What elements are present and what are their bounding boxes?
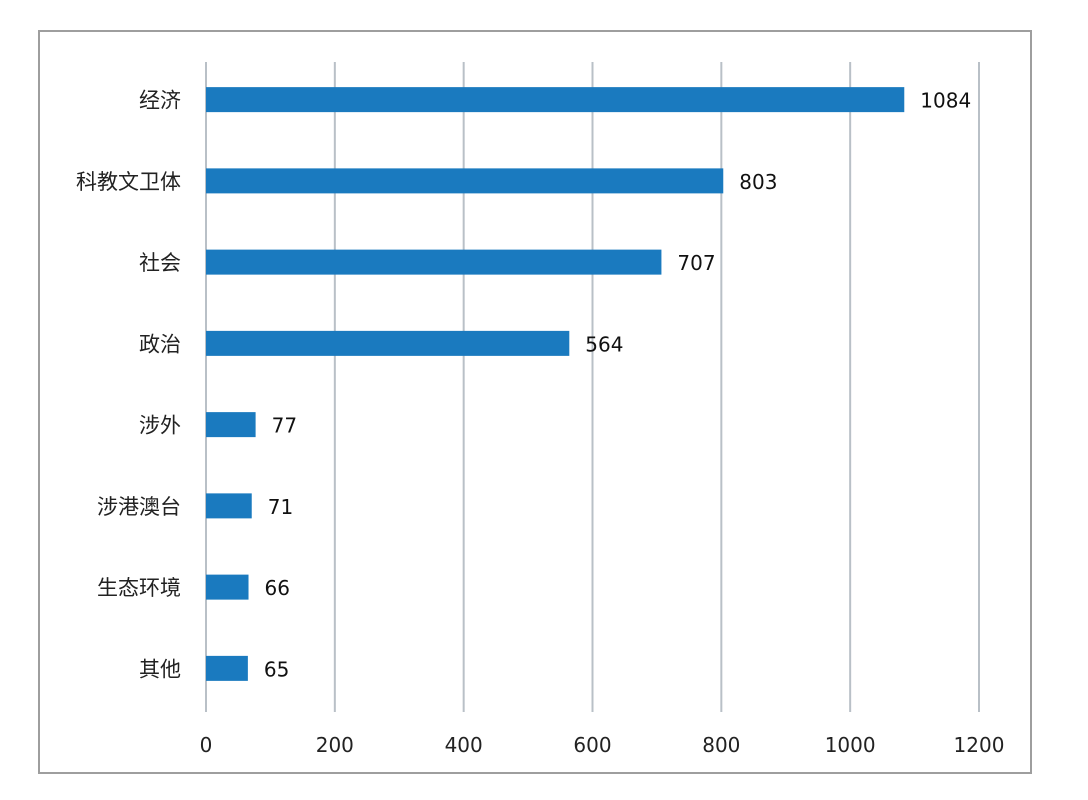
- data-label: 803: [739, 170, 777, 194]
- category-label: 科教文卫体: [76, 170, 181, 194]
- category-label: 涉外: [139, 414, 181, 438]
- category-label: 政治: [139, 332, 181, 356]
- data-label: 66: [265, 576, 290, 600]
- data-label: 564: [585, 332, 623, 356]
- category-label: 社会: [139, 251, 181, 275]
- bar: [206, 249, 662, 275]
- data-label: 1084: [920, 89, 971, 113]
- bar: [206, 493, 252, 519]
- x-tick-label: 0: [200, 733, 213, 757]
- bar: [206, 330, 570, 356]
- bar: [206, 87, 905, 113]
- bar: [206, 574, 249, 600]
- bar: [206, 655, 248, 681]
- x-tick-label: 800: [702, 733, 740, 757]
- x-tick-label: 600: [573, 733, 611, 757]
- data-label: 71: [268, 495, 293, 519]
- chart-frame: [38, 30, 1032, 774]
- category-label: 生态环境: [97, 576, 181, 600]
- data-label: 77: [272, 414, 297, 438]
- data-labels: 1084 803 707 564 77 71 66 65: [264, 89, 971, 682]
- x-tick-label: 1200: [954, 733, 1005, 757]
- bar: [206, 412, 256, 438]
- category-label: 经济: [139, 89, 181, 113]
- bar: [206, 168, 724, 194]
- category-label: 涉港澳台: [97, 495, 181, 519]
- x-tick-labels: 0 200 400 600 800 1000 1200: [200, 733, 1005, 757]
- category-label: 其他: [139, 657, 181, 681]
- bars: [206, 87, 905, 681]
- x-tick-label: 200: [316, 733, 354, 757]
- x-tick-label: 400: [445, 733, 483, 757]
- data-label: 65: [264, 657, 289, 681]
- x-tick-label: 1000: [825, 733, 876, 757]
- data-label: 707: [677, 251, 715, 275]
- gridlines: [205, 62, 980, 712]
